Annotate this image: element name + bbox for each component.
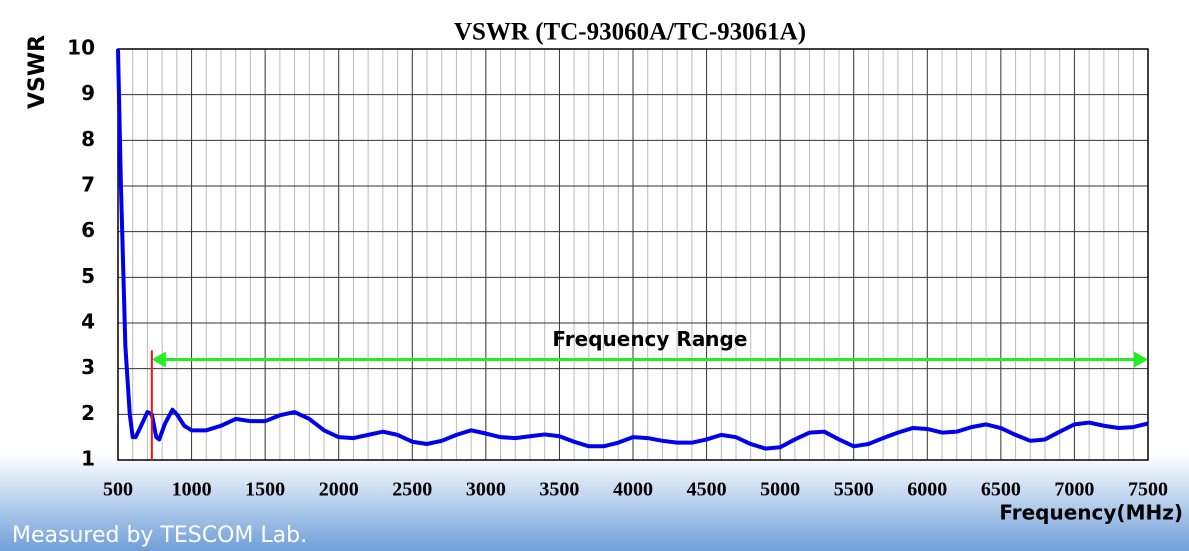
x-tick-label: 2500 [392, 479, 432, 501]
y-axis-label: VSWR [25, 35, 50, 109]
x-tick-label: 2000 [319, 479, 359, 501]
x-tick-label: 500 [103, 479, 133, 501]
y-tick-label: 7 [81, 173, 95, 197]
footer-band [0, 455, 1189, 551]
y-tick-label: 3 [81, 355, 95, 379]
x-axis-label: Frequency(MHz) [999, 501, 1183, 525]
y-tick-label: 5 [81, 264, 95, 288]
x-tick-label: 3500 [539, 479, 579, 501]
x-tick-label: 5500 [834, 479, 874, 501]
x-tick-label: 3000 [466, 479, 506, 501]
x-tick-label: 7000 [1054, 479, 1094, 501]
footer-text: Measured by TESCOM Lab. [12, 523, 307, 548]
y-tick-label: 6 [81, 218, 95, 242]
y-tick-label: 8 [81, 127, 95, 151]
y-tick-label: 9 [81, 81, 95, 105]
y-tick-label: 2 [81, 401, 95, 425]
annotation-text: Frequency Range [552, 327, 747, 351]
arrow-head [151, 351, 166, 368]
x-tick-label: 4500 [687, 479, 727, 501]
chart-title: VSWR (TC-93060A/TC-93061A) [454, 19, 806, 46]
x-tick-label: 4000 [613, 479, 653, 501]
y-tick-label: 10 [67, 36, 95, 60]
arrow-head [1134, 351, 1148, 368]
plot-border [117, 48, 1149, 461]
x-tick-label: 6500 [981, 479, 1021, 501]
y-tick-label: 1 [81, 447, 95, 471]
x-tick-label: 7500 [1128, 479, 1168, 501]
x-tick-label: 1500 [245, 479, 285, 501]
x-tick-label: 1000 [172, 479, 212, 501]
x-tick-label: 6000 [907, 479, 947, 501]
series-line [116, 48, 1149, 451]
y-tick-label: 4 [81, 310, 95, 334]
x-tick-label: 5000 [760, 479, 800, 501]
